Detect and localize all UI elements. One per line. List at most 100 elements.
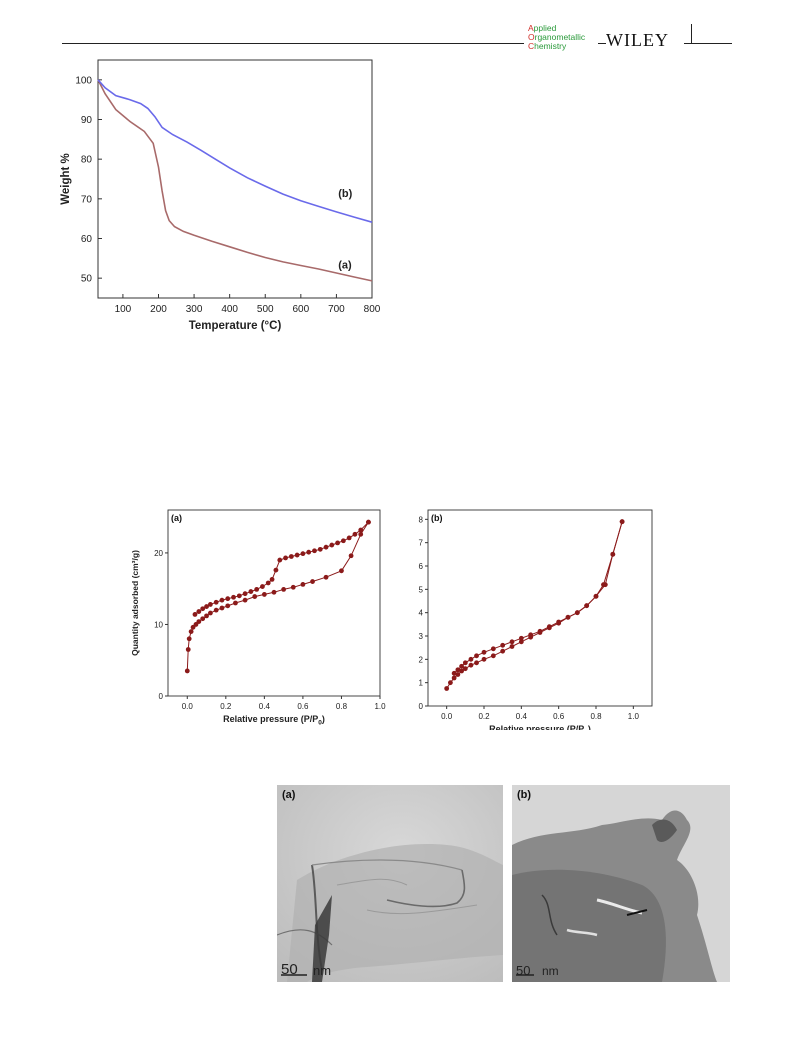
bet-desorption-point	[340, 538, 346, 544]
tga-series-label: (a)	[338, 259, 352, 271]
header-rule-short	[598, 43, 606, 44]
bet-y-tick-label: 5	[419, 585, 424, 594]
bet-adsorption-point	[323, 574, 329, 580]
bet-adsorption-point	[200, 616, 206, 622]
bet-desorption-point	[306, 549, 312, 555]
bet-desorption-point	[208, 602, 213, 607]
bet-desorption-line	[453, 521, 623, 674]
bet-desorption-point	[468, 656, 474, 662]
bet-panel-label: (a)	[171, 513, 182, 523]
bet-adsorption-point	[310, 579, 315, 584]
tga-x-tick-label: 600	[292, 304, 309, 315]
journal-logo-line-2: Organometallic	[528, 32, 586, 42]
bet-desorption-point	[546, 624, 552, 630]
tga-x-tick-label: 800	[364, 304, 381, 315]
bet-isotherm-chart-b: 0.0 0.2 0.4 0.6 0.8 1.0 0 1 2 3 4 5 6 7 8 (b) Relative p…	[419, 509, 653, 730]
bet-desorption-point	[317, 546, 323, 552]
bet-adsorption-point	[444, 686, 450, 691]
tem-panel-label-a: (a)	[282, 789, 296, 801]
bet-desorption-point	[474, 653, 479, 659]
bet-x-tick-label: 0.2	[478, 712, 490, 721]
tga-y-tick-label: 80	[81, 155, 93, 166]
bet-x-tick-label: 0.6	[553, 712, 565, 721]
bet-adsorption-point	[490, 653, 496, 659]
bet-desorption-point	[300, 551, 306, 557]
tem-panel-label-b: (b)	[517, 789, 532, 801]
bet-desorption-point	[219, 597, 225, 603]
bet-desorption-point	[265, 580, 271, 586]
tga-y-tick-label: 60	[81, 234, 93, 245]
bet-desorption-point	[273, 567, 279, 573]
bet-adsorption-point	[518, 639, 524, 645]
journal-logo-line-3: Chemistry	[528, 41, 567, 51]
tga-series-line	[97, 79, 373, 223]
bet-desorption-point	[459, 663, 464, 669]
bet-adsorption-point	[348, 553, 354, 559]
bet-desorption-point	[312, 548, 317, 554]
bet-adsorption-point	[300, 582, 306, 587]
header-rule	[62, 43, 524, 44]
tem-image-b: (b) 50 nm	[512, 785, 730, 982]
publisher-logo: WILEY	[606, 30, 669, 50]
bet-adsorption-point	[281, 587, 287, 592]
bet-desorption-point	[294, 552, 300, 558]
tga-y-axis-label: Weight %	[60, 153, 72, 205]
header-rule-right	[684, 43, 732, 44]
tga-x-tick-label: 100	[115, 304, 132, 315]
bet-adsorption-point	[219, 605, 225, 611]
bet-adsorption-point	[290, 584, 296, 590]
bet-y-tick-label: 6	[419, 562, 424, 571]
bet-adsorption-point	[225, 603, 231, 609]
bet-adsorption-point	[233, 600, 238, 606]
tem-scale-unit-a: nm	[313, 963, 332, 978]
bet-x-tick-label: 1.0	[628, 712, 640, 721]
tga-y-tick-label: 90	[81, 115, 93, 126]
bet-adsorption-point	[455, 672, 461, 677]
bet-desorption-point	[366, 519, 371, 525]
bet-x-tick-label: 0.6	[297, 702, 309, 711]
tga-y-tick-label: 70	[81, 194, 93, 205]
bet-adsorption-point	[208, 610, 213, 616]
bet-isotherm-chart-a: 0.0 0.2 0.4 0.6 0.8 1.0 0 10 20 (a) Relative press…	[130, 509, 386, 727]
bet-adsorption-point	[459, 668, 464, 674]
bet-plot-frame	[427, 509, 653, 707]
bet-adsorption-line	[446, 521, 623, 689]
bet-desorption-point	[358, 527, 364, 533]
bet-adsorption-point	[474, 660, 479, 666]
journal-logo-line-1: Applied	[528, 23, 557, 33]
bet-desorption-point	[192, 612, 198, 617]
bet-desorption-point	[584, 603, 590, 609]
bet-panel-label: (b)	[431, 513, 443, 523]
bet-desorption-point	[231, 594, 236, 600]
bet-desorption-point	[269, 576, 275, 582]
bet-desorption-point	[225, 596, 231, 602]
bet-x-axis-label: Relative pressure (P/P0)	[223, 714, 325, 727]
bet-desorption-point	[196, 609, 202, 614]
header-tick	[691, 24, 692, 44]
bet-adsorption-point	[481, 656, 487, 662]
bet-x-axis-label: Relative pressure (P/P0)	[489, 724, 591, 730]
bet-desorption-point	[329, 542, 335, 548]
bet-desorption-point	[352, 531, 358, 537]
bet-adsorption-point	[213, 607, 219, 613]
bet-desorption-point	[204, 604, 209, 609]
tem-scale-number-a: 50	[281, 961, 298, 978]
tga-x-tick-label: 500	[257, 304, 274, 315]
bet-desorption-point	[574, 610, 580, 616]
tga-chart: 100 200 300 400 500 600 700 800 50 60 70 80 90 100 Tem…	[60, 59, 381, 332]
bet-x-tick-label: 0.2	[220, 702, 232, 711]
bet-y-tick-label: 20	[154, 549, 163, 558]
bet-desorption-point	[481, 649, 487, 655]
bet-y-tick-label: 4	[419, 609, 424, 618]
tga-plot-frame	[97, 59, 373, 299]
bet-adsorption-point	[261, 592, 267, 597]
bet-adsorption-point	[462, 666, 468, 672]
bet-desorption-point	[236, 593, 242, 599]
bet-adsorption-point	[185, 647, 191, 652]
journal-logo: Applied Organometallic Chemistry	[528, 24, 598, 51]
bet-x-tick-label: 0.0	[441, 712, 453, 721]
bet-y-tick-label: 0	[419, 702, 424, 711]
bet-desorption-point	[254, 587, 260, 592]
bet-y-tick-label: 7	[419, 539, 424, 548]
bet-desorption-point	[335, 540, 340, 546]
